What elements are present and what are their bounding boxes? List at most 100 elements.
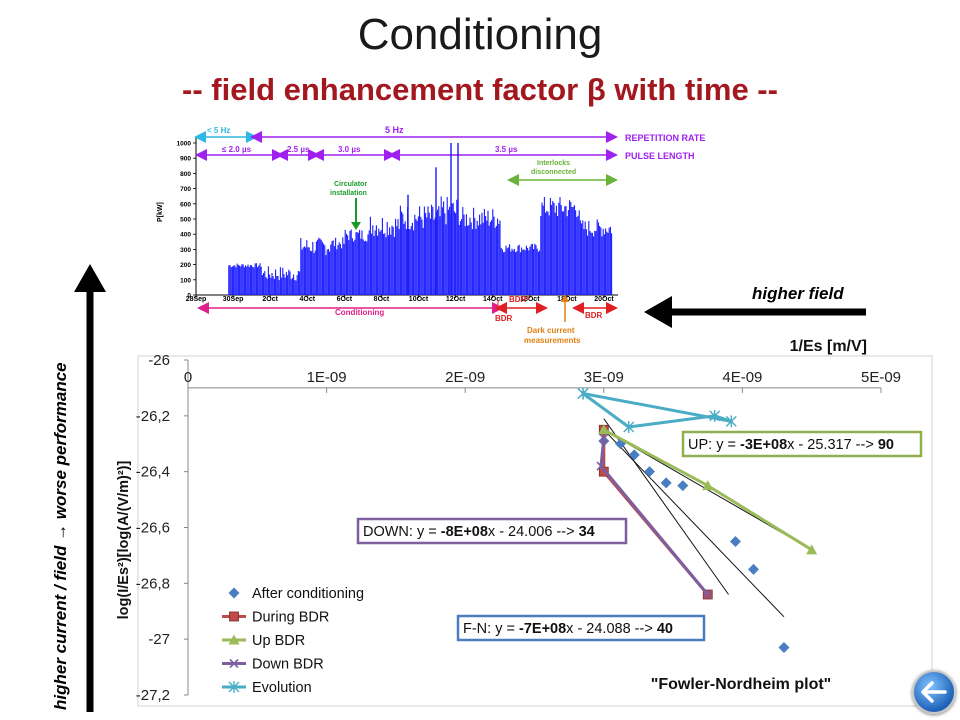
- worse-performance-arrowhead: [74, 264, 106, 292]
- legend-label: Up BDR: [252, 633, 305, 649]
- series-layer: [577, 387, 818, 654]
- series-evolution: [577, 387, 737, 433]
- circulator-arrowhead: [351, 222, 361, 230]
- data-point-triangle: [598, 424, 610, 435]
- back-nav-button[interactable]: [912, 670, 956, 714]
- equation-beta: 34: [579, 524, 595, 540]
- equation-up: UP: y = -3E+08x - 25.317 --> 90: [681, 430, 923, 458]
- data-point-diamond: [660, 477, 672, 489]
- equation-middle: x - 24.006 -->: [488, 524, 579, 540]
- data-point-diamond: [628, 449, 640, 461]
- inset-x-tick-label: 20Oct: [594, 296, 614, 303]
- equation-beta: 40: [657, 621, 673, 637]
- x-tick-label: 5E-09: [861, 369, 901, 386]
- data-point-star: [228, 681, 240, 693]
- equation-box: [456, 614, 706, 642]
- conditioning-label: Conditioning: [335, 308, 384, 317]
- inset-y-tick-label: 400: [180, 232, 191, 239]
- y-tick-label: -26,2: [136, 408, 170, 425]
- data-point-square: [229, 611, 239, 622]
- y-tick-label: -27,2: [136, 687, 170, 704]
- y-tick-label: -26,6: [136, 520, 170, 537]
- bdr-a-label: BDR: [495, 314, 513, 323]
- y-axis-title: log(I/Es²)[log(A/(V/m)²)]: [116, 461, 132, 620]
- legend-item: Up BDR: [222, 633, 305, 649]
- power-trace: [228, 143, 613, 295]
- equation-box: [681, 430, 923, 458]
- data-point-star: [577, 387, 589, 400]
- chart-legend: After conditioning During BDR Up BDR Down B…: [222, 586, 364, 696]
- rep-label: REPETITION RATE: [625, 133, 705, 143]
- inset-x-tick-label: 6Oct: [337, 296, 353, 303]
- legend-label: Down BDR: [252, 657, 324, 673]
- fowler-nordheim-chart: 1/Es [m/V] log(I/Es²)[log(A/(V/m)²)] -26…: [116, 338, 933, 707]
- data-point-star: [725, 415, 737, 428]
- data-point-diamond: [228, 587, 240, 599]
- equation-text: F-N: y = -7E+08x - 24.088 --> 40: [463, 621, 673, 637]
- circulator-label-2: installation: [330, 190, 367, 197]
- equation-beta: 90: [878, 437, 894, 453]
- equation-box: [356, 517, 628, 545]
- pulse-seg-1: ≤ 2.0 µs: [222, 145, 252, 154]
- data-point-triangle: [806, 544, 818, 555]
- equation-text: UP: y = -3E+08x - 25.317 --> 90: [688, 437, 894, 453]
- inset-y-ticks: 0 100 200 300 400 500 600 700 800 900 1000: [177, 141, 196, 300]
- inset-x-tick-label: 14Oct: [483, 296, 503, 303]
- inset-y-tick-label: 600: [180, 201, 191, 208]
- legend-label: During BDR: [252, 610, 329, 626]
- data-point-x: [596, 461, 606, 471]
- back-arrow-icon: [921, 681, 947, 703]
- inset-x-tick-label: 8Oct: [374, 296, 390, 303]
- equation-coef: -3E+08: [740, 437, 787, 453]
- equation-boxes: UP: y = -3E+08x - 25.317 --> 90 DOWN: y =…: [356, 430, 923, 642]
- inset-y-tick-label: 200: [180, 262, 191, 269]
- dark-arrowhead: [561, 294, 569, 302]
- circulator-label-1: Circulator: [334, 181, 367, 188]
- inset-y-tick-label: 0: [187, 293, 191, 300]
- chart-axes: -26 -26,2 -26,4 -26,6 -26,8 -27 -27,2 0 1E-09 2E-…: [136, 352, 901, 704]
- data-point-x: [703, 589, 713, 600]
- interlocks-label-1: Interlocks: [537, 160, 570, 167]
- chart-area-border: [137, 355, 933, 707]
- trendline-black-1: [603, 418, 729, 595]
- equation-middle: x - 24.088 -->: [566, 621, 657, 637]
- history-inset: 0 100 200 300 400 500 600 700 800 900 1000 P[kW] 2…: [157, 122, 705, 350]
- rep-seg-low: < 5 Hz: [207, 126, 230, 135]
- series-line: [599, 438, 709, 596]
- x-tick-label: 2E-09: [445, 369, 485, 386]
- bdr-star-label: BDR*: [509, 295, 530, 304]
- series-up-bdr: [598, 424, 818, 555]
- legend-item: After conditioning: [228, 586, 364, 602]
- chart-title: "Fowler-Nordheim plot": [651, 676, 832, 693]
- inset-y-tick-label: 1000: [177, 141, 192, 148]
- equation-fn: F-N: y = -7E+08x - 24.088 --> 40: [456, 614, 706, 642]
- trendline-black-2: [603, 429, 785, 618]
- inset-y-tick-label: 800: [180, 171, 191, 178]
- data-point-diamond: [747, 563, 759, 575]
- higher-field-arrowhead: [644, 296, 672, 328]
- bdr-b-label: BDR: [585, 311, 603, 320]
- inset-y-tick-label: 700: [180, 186, 191, 193]
- inset-x-tick-label: 28Sep: [186, 296, 207, 303]
- pulse-seg-4: 3.5 µs: [495, 145, 518, 154]
- slide-title: Conditioning: [357, 10, 603, 59]
- data-point-diamond: [778, 642, 790, 654]
- series-line: [582, 392, 733, 429]
- x-tick-label: 1E-09: [307, 369, 347, 386]
- y-tick-label: -26,4: [136, 464, 170, 481]
- data-point-diamond: [729, 535, 741, 547]
- inset-x-tick-label: 16Oct: [520, 296, 540, 303]
- inset-y-tick-label: 900: [180, 156, 191, 163]
- interlocks-label-2: disconnected: [531, 169, 576, 176]
- inset-y-label: P[kW]: [157, 202, 164, 222]
- equation-coef: -8E+08: [441, 524, 488, 540]
- equation-prefix: DOWN: y =: [363, 524, 441, 540]
- inset-x-tick-label: 2Oct: [262, 296, 278, 303]
- rep-seg-high: 5 Hz: [385, 125, 404, 135]
- data-point-x: [229, 658, 239, 669]
- higher-field-label: higher field: [752, 284, 844, 303]
- data-point-diamond: [677, 480, 689, 492]
- inset-x-tick-label: 10Oct: [409, 296, 429, 303]
- pulse-seg-3: 3.0 µs: [338, 145, 361, 154]
